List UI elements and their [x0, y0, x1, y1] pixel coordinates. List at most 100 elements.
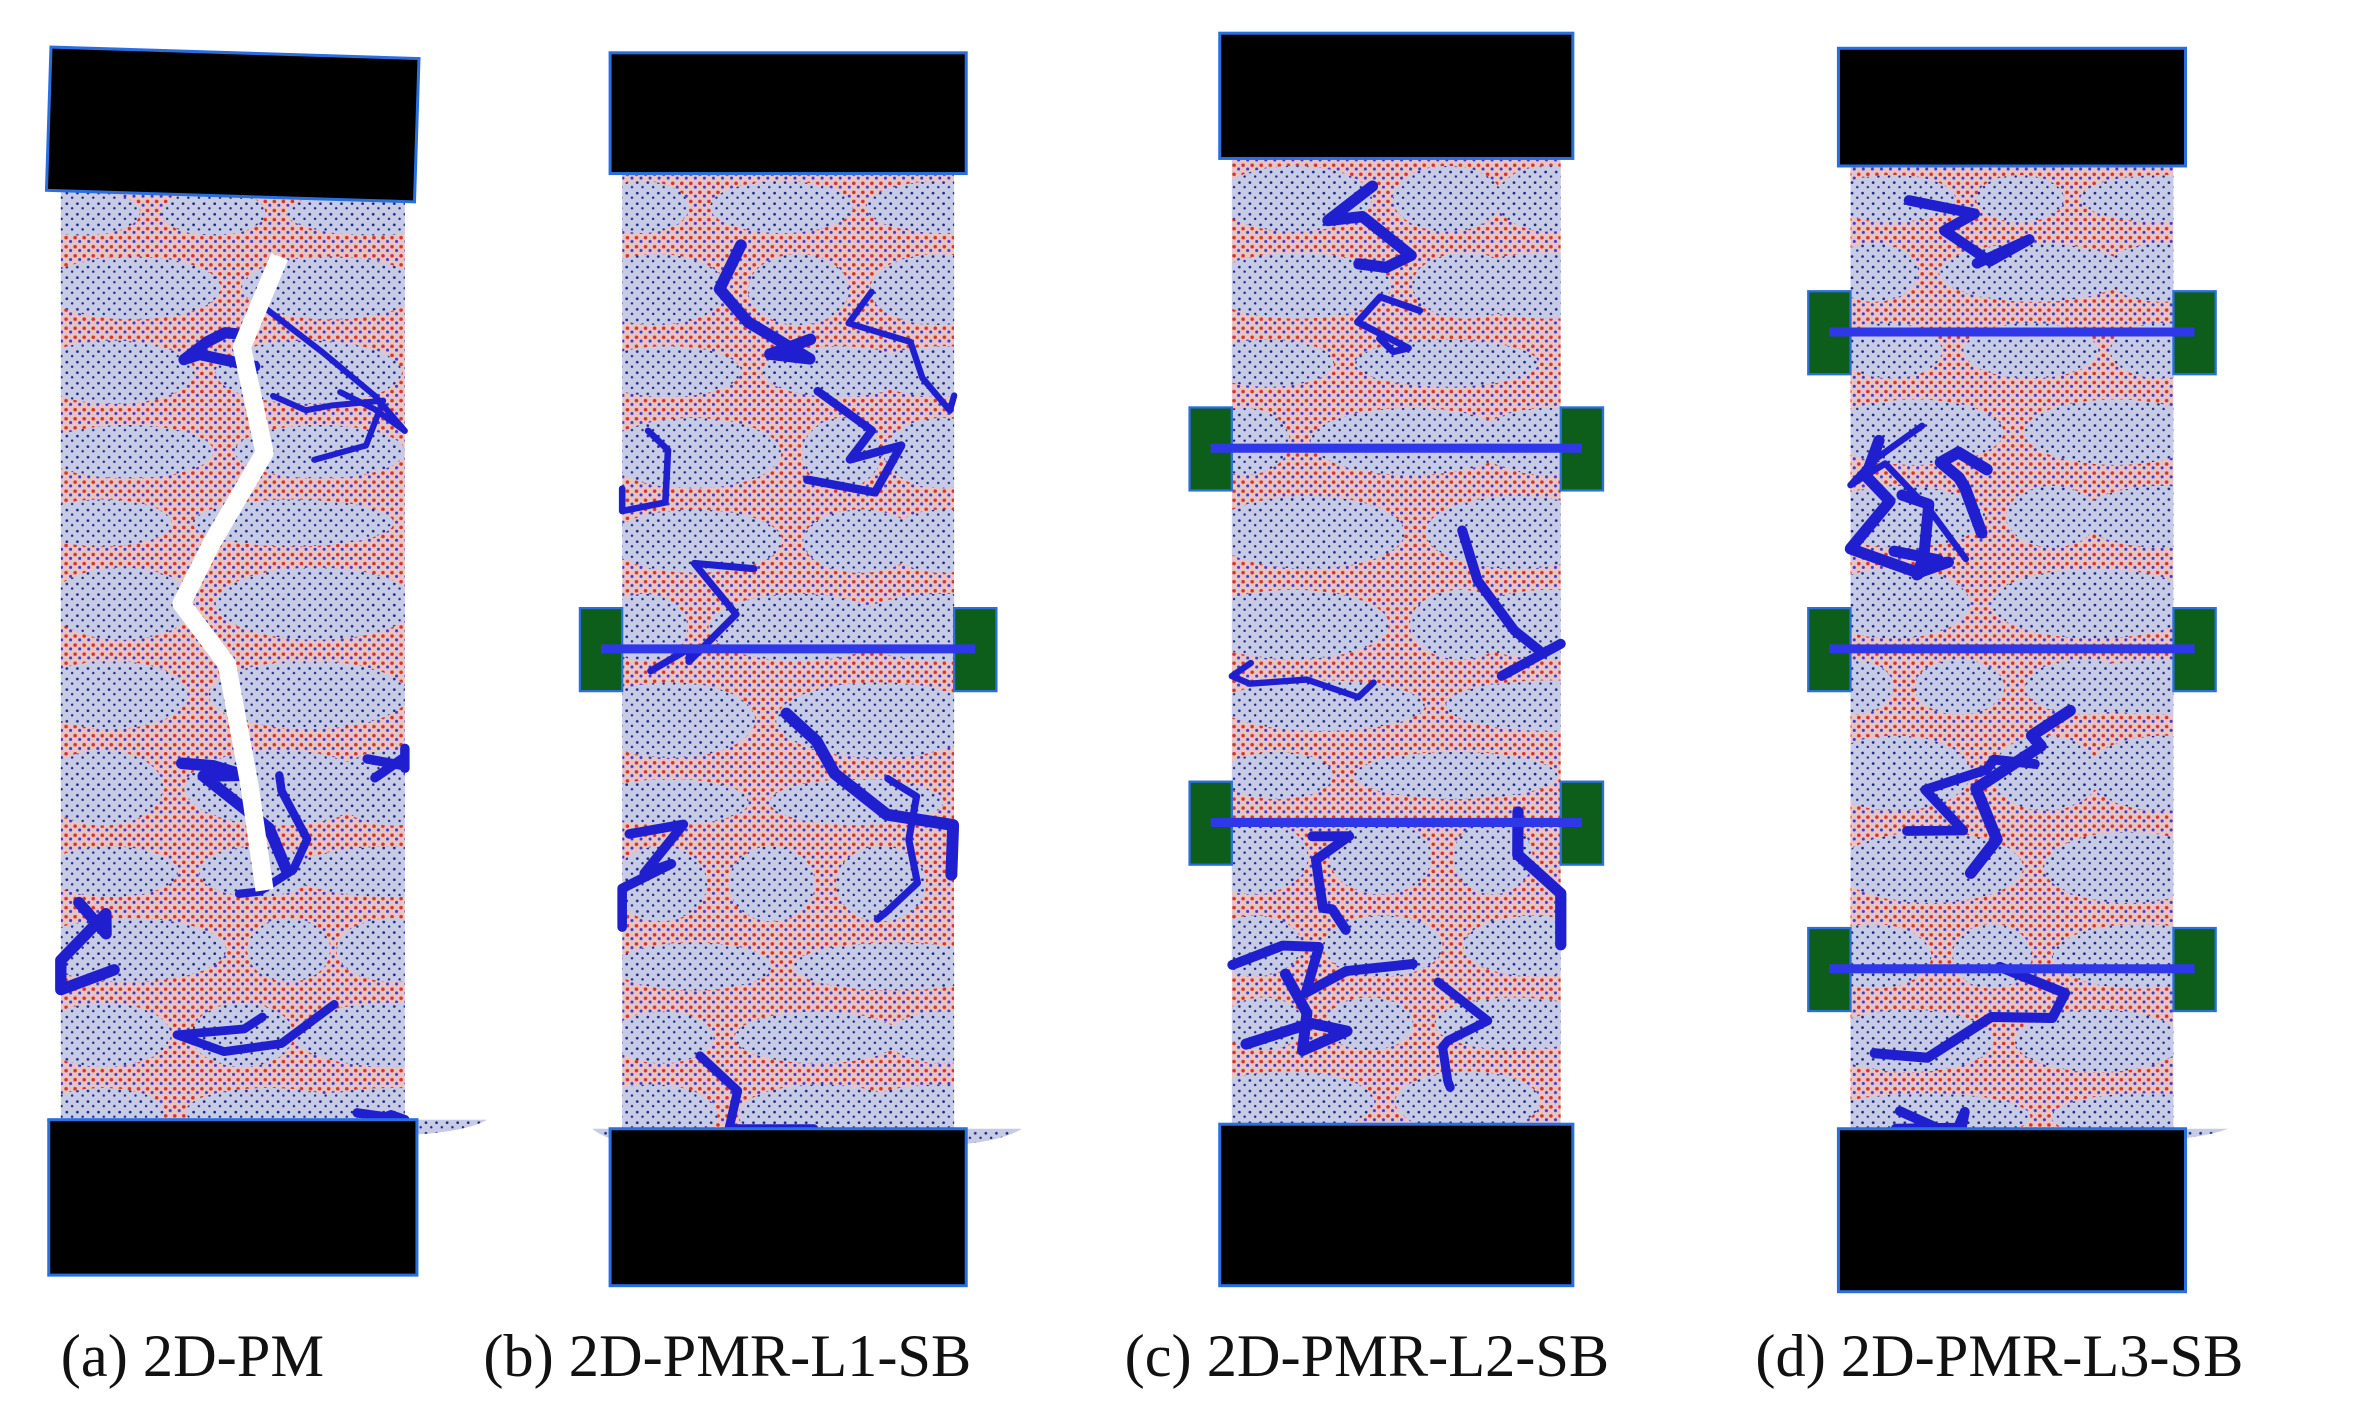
aggregate: [610, 1011, 714, 1064]
crack: [1903, 195, 2035, 269]
aggregate: [793, 942, 997, 991]
crack: [362, 743, 410, 783]
crack: [1227, 940, 1418, 998]
aggregate: [161, 190, 266, 236]
panel-caption: (c) 2D-PMR-L2-SB: [1125, 1323, 1610, 1390]
aggregate: [32, 340, 195, 404]
aggregate: [587, 682, 756, 758]
aggregate: [41, 425, 214, 479]
aggregate: [748, 254, 849, 325]
crack: [1228, 659, 1377, 701]
specimen: (d) 2D-PMR-L3-SB: [1755, 46, 2264, 1390]
aggregate: [1221, 751, 1333, 800]
crack: [1934, 446, 1993, 539]
aggregate: [44, 846, 178, 897]
aggregate: [1963, 323, 2099, 379]
aggregate: [215, 340, 402, 404]
panel-caption: (d) 2D-PMR-L3-SB: [1755, 1323, 2243, 1390]
crack: [261, 304, 408, 434]
aggregate: [1824, 1009, 1994, 1073]
aggregate: [2044, 831, 2213, 903]
aggregate: [776, 682, 982, 758]
aggregate: [708, 593, 889, 662]
crack: [1354, 293, 1424, 356]
aggregate: [734, 1011, 902, 1064]
aggregate: [802, 418, 882, 489]
aggregate: [1310, 407, 1512, 476]
aggregate: [2024, 399, 2207, 465]
crack: [845, 288, 958, 414]
crack: [873, 775, 921, 923]
aggregate: [728, 846, 815, 922]
aggregate: [1325, 997, 1414, 1051]
aggregate: [192, 499, 394, 547]
aggregate: [49, 567, 195, 640]
crack: [1964, 704, 2076, 879]
aggregate: [1211, 496, 1405, 569]
crack: [1512, 806, 1567, 951]
aggregate: [215, 567, 417, 640]
panel-caption: (a) 2D-PM: [61, 1323, 324, 1390]
aggregate: [37, 1003, 171, 1067]
mask-left: [1141, 153, 1232, 1125]
panel-caption: (b) 2D-PMR-L1-SB: [483, 1323, 971, 1390]
aggregate: [613, 846, 708, 922]
aggregate: [1220, 680, 1425, 731]
aggregate: [710, 181, 854, 233]
specimen: (c) 2D-PMR-L2-SB: [1125, 31, 1652, 1390]
aggregate: [1829, 243, 1919, 302]
mask-left: [0, 178, 61, 1120]
aggregate: [43, 256, 221, 320]
crack: [1322, 180, 1417, 274]
aggregate: [1203, 339, 1335, 387]
crack: [55, 896, 120, 996]
aggregate: [608, 509, 783, 573]
anchor-plate: [2172, 607, 2217, 693]
bottom-platen: [1836, 1127, 2188, 1294]
specimen: (b) 2D-PMR-L1-SB: [483, 51, 1045, 1390]
aggregate: [1196, 589, 1389, 660]
aggregate: [1354, 751, 1558, 800]
aggregate: [1837, 831, 2024, 903]
aggregate: [2014, 1009, 2184, 1073]
crack: [178, 327, 261, 373]
aggregate: [1976, 175, 2065, 223]
aggregate: [591, 779, 749, 826]
crack: [1240, 968, 1353, 1056]
panels: (a) 2D-PM (b) 2D-PMR-L1-SB (c) 2D-PMR-L2-S…: [0, 31, 2264, 1390]
aggregate: [242, 256, 421, 320]
top-platen: [1836, 46, 2188, 168]
mask-right: [1560, 153, 1652, 1125]
aggregate: [1839, 323, 1943, 379]
bottom-platen: [47, 1118, 419, 1277]
crack: [803, 386, 906, 497]
aggregate: [836, 846, 927, 922]
main-crack: [172, 253, 288, 892]
aggregate: [1329, 820, 1432, 895]
aggregate: [2006, 486, 2099, 548]
mask-right: [404, 178, 496, 1120]
aggregate: [594, 346, 741, 397]
crack: [617, 819, 689, 932]
aggregate: [1205, 252, 1392, 319]
aggregate: [1392, 165, 1503, 232]
top-platen: [1218, 31, 1575, 160]
aggregate: [208, 660, 409, 729]
aggregate: [803, 509, 919, 573]
aggregate: [1991, 568, 2199, 639]
crack: [270, 392, 387, 463]
crack: [1902, 754, 2040, 836]
crack: [1433, 977, 1493, 1092]
aggregate: [1816, 568, 1971, 639]
aggregate: [42, 750, 164, 826]
aggregate: [1355, 339, 1539, 387]
crack: [234, 771, 312, 899]
crack: [780, 707, 960, 881]
crack: [618, 427, 672, 515]
aggregate: [234, 425, 405, 479]
top-platen: [608, 51, 968, 176]
specimen: (a) 2D-PM: [0, 45, 496, 1390]
aggregate: [247, 918, 331, 982]
